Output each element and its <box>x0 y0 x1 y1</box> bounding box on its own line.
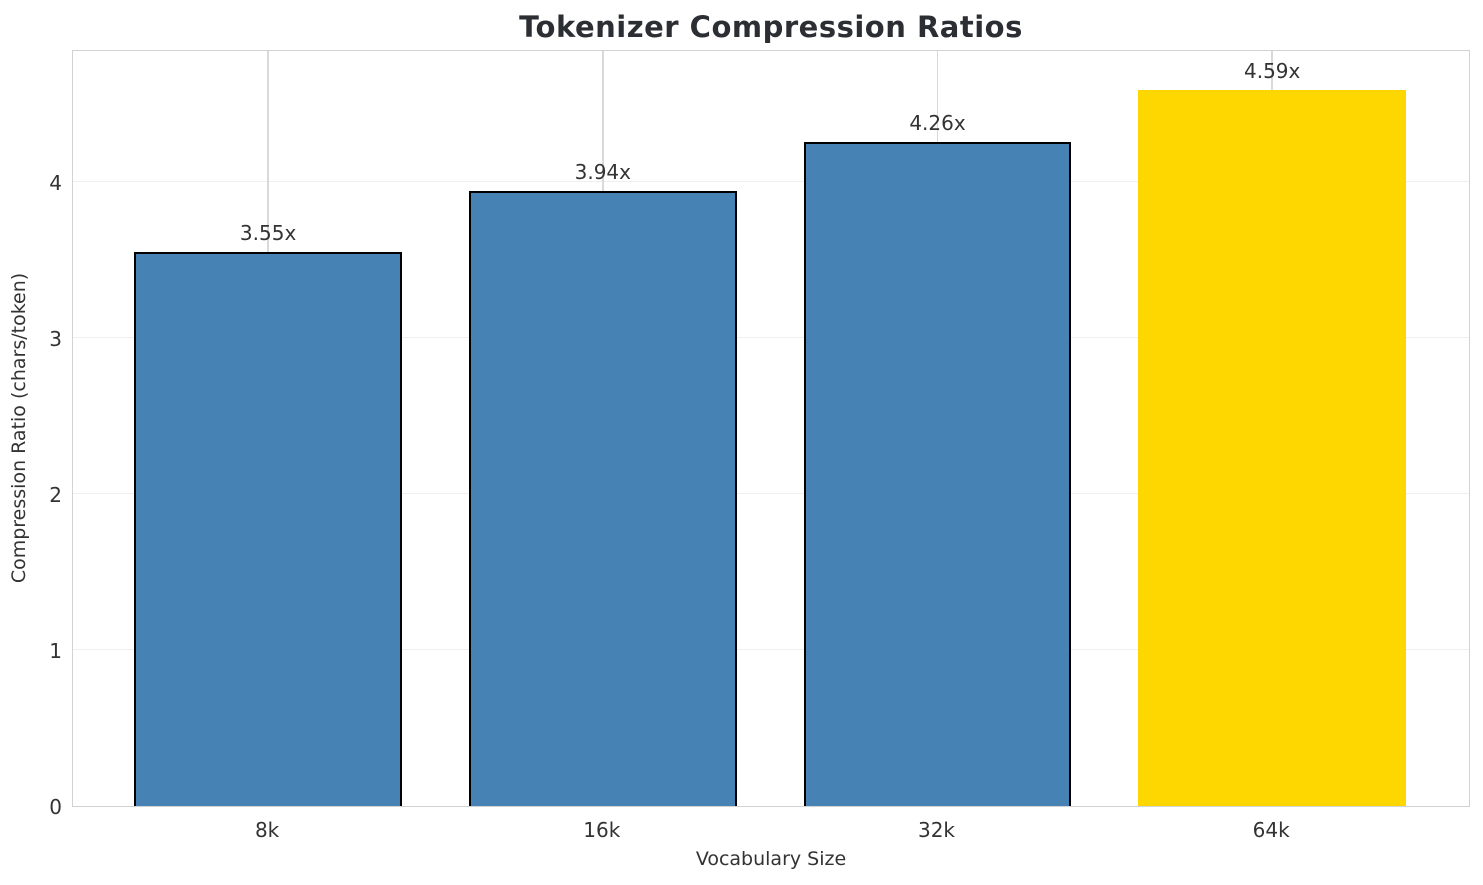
x-tick-label: 16k <box>583 818 621 842</box>
bar-value-label: 4.59x <box>1244 59 1301 84</box>
plot-area: 3.55x 3.94x 4.26x 4.59x <box>72 50 1470 807</box>
x-axis-label: Vocabulary Size <box>695 848 847 870</box>
y-tick-label: 4 <box>49 171 62 196</box>
x-tick-label: 32k <box>917 818 956 842</box>
y-tick-label: 1 <box>49 639 62 663</box>
y-gridline <box>73 492 1469 494</box>
bar-value-label: 4.26x <box>909 110 966 135</box>
bar-value-label: 3.94x <box>574 160 631 185</box>
chart-title: Tokenizer Compression Ratios <box>519 10 1023 44</box>
bar <box>134 252 402 806</box>
y-tick-label: 2 <box>49 483 62 507</box>
bar <box>468 191 737 806</box>
y-gridline <box>73 336 1469 338</box>
y-tick-label: 0 <box>49 795 62 819</box>
y-axis-label: Compression Ratio (chars/token) <box>8 272 30 584</box>
y-tick-label: 3 <box>49 327 62 351</box>
x-tick-label: 64k <box>1252 818 1290 842</box>
bar <box>803 141 1072 806</box>
y-gridline <box>73 648 1469 650</box>
x-tick-label: 8k <box>254 818 280 842</box>
bar-value-label: 3.55x <box>239 221 297 246</box>
y-gridline <box>73 180 1469 183</box>
bar-highlight <box>1138 90 1407 806</box>
